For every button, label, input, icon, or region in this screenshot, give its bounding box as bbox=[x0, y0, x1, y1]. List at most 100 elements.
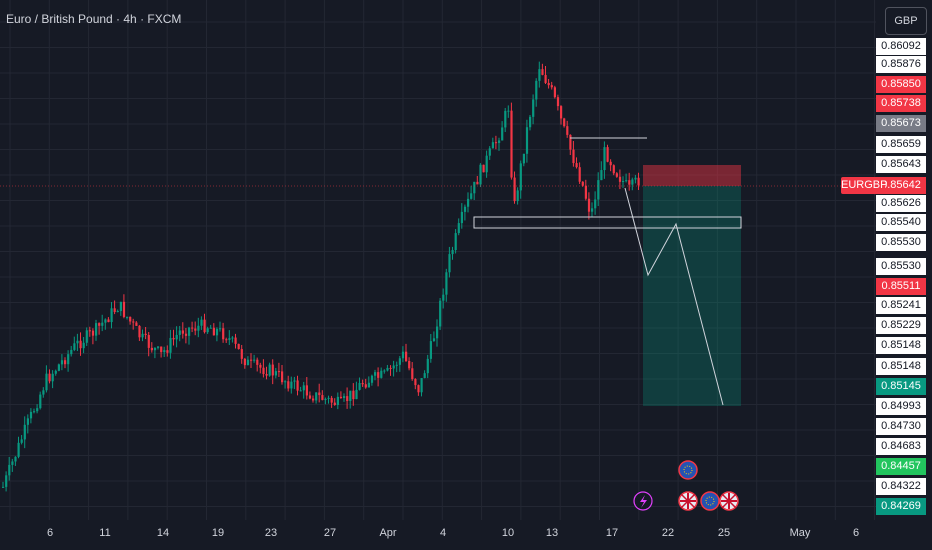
projection-path[interactable] bbox=[624, 187, 724, 406]
candle-body bbox=[454, 233, 457, 251]
candle-body bbox=[82, 342, 85, 349]
candle-body bbox=[299, 390, 302, 392]
candle-body bbox=[420, 378, 423, 393]
support-zone-box[interactable] bbox=[473, 216, 742, 229]
candle-body bbox=[250, 359, 253, 361]
candle-body bbox=[451, 250, 454, 255]
candle-body bbox=[349, 390, 352, 402]
price-label: 0.85738 bbox=[876, 95, 926, 112]
candle-body bbox=[566, 126, 569, 135]
candle-body bbox=[132, 321, 135, 323]
candle-body bbox=[104, 319, 107, 323]
candle-body bbox=[358, 382, 361, 390]
candle-body bbox=[101, 322, 104, 326]
candle-body bbox=[119, 301, 122, 312]
candle-body bbox=[609, 161, 612, 166]
candle-body bbox=[234, 337, 237, 344]
candle-body bbox=[175, 334, 178, 340]
candle-body bbox=[343, 396, 346, 399]
candle-body bbox=[178, 330, 181, 335]
candle-body bbox=[591, 208, 594, 212]
candle-body bbox=[160, 346, 163, 353]
candle-body bbox=[138, 325, 141, 338]
candle-body bbox=[147, 335, 150, 348]
candle-body bbox=[330, 397, 333, 403]
candle-body bbox=[60, 360, 64, 365]
candle-body bbox=[219, 328, 222, 330]
price-label: 0.85642 bbox=[876, 177, 926, 194]
candle-body bbox=[383, 370, 386, 372]
candle-body bbox=[8, 464, 11, 476]
candle-body bbox=[166, 350, 169, 353]
candle-body bbox=[324, 398, 327, 400]
candle-body bbox=[67, 354, 70, 365]
candle-body bbox=[386, 367, 389, 371]
time-axis-label: 13 bbox=[545, 527, 559, 539]
candle-body bbox=[479, 164, 482, 185]
candle-body bbox=[519, 163, 522, 191]
candle-body bbox=[436, 326, 439, 339]
candle-body bbox=[64, 360, 67, 365]
time-axis-label: May bbox=[789, 527, 811, 539]
candle-body bbox=[88, 330, 91, 332]
price-label: 0.86092 bbox=[876, 38, 926, 55]
candle-body bbox=[482, 164, 485, 173]
chart-grid bbox=[0, 0, 876, 520]
candle-body bbox=[287, 381, 290, 389]
candle-body bbox=[476, 181, 479, 185]
candle-body bbox=[631, 179, 634, 185]
candle-body bbox=[501, 127, 504, 141]
candle-body bbox=[169, 337, 172, 353]
candle-body bbox=[141, 333, 144, 338]
candle-body bbox=[408, 361, 411, 369]
candle-body bbox=[129, 316, 132, 322]
candle-body bbox=[246, 359, 250, 366]
price-label: 0.84730 bbox=[876, 418, 926, 435]
eu-flag-icon[interactable] bbox=[700, 491, 720, 511]
candle-body bbox=[215, 328, 219, 336]
candle-body bbox=[122, 301, 126, 317]
candle-body bbox=[23, 424, 26, 440]
candle-body bbox=[339, 396, 343, 399]
candle-body bbox=[488, 148, 491, 156]
candle-body bbox=[20, 439, 23, 443]
candle-body bbox=[91, 330, 95, 336]
candle-body bbox=[550, 85, 553, 88]
price-label: 0.85659 bbox=[876, 136, 926, 153]
candle-body bbox=[271, 364, 274, 376]
candle-body bbox=[327, 397, 330, 399]
candle-body bbox=[48, 373, 51, 382]
candle-body bbox=[532, 99, 535, 117]
price-label: 0.85673 bbox=[876, 115, 926, 132]
price-label: 0.84269 bbox=[876, 498, 926, 515]
candle-body bbox=[429, 341, 432, 359]
candle-body bbox=[209, 327, 212, 329]
eu-flag-icon[interactable] bbox=[678, 460, 698, 480]
candle-body bbox=[637, 177, 640, 186]
candle-body bbox=[203, 319, 206, 333]
candle-body bbox=[197, 325, 200, 331]
candle-body bbox=[79, 340, 82, 349]
candle-body bbox=[113, 308, 116, 313]
price-label: 0.85850 bbox=[876, 76, 926, 93]
price-label: 0.85626 bbox=[876, 195, 926, 212]
candle-body bbox=[29, 411, 33, 419]
candle-body bbox=[398, 358, 401, 365]
stop-loss-zone[interactable] bbox=[643, 165, 741, 186]
candle-body bbox=[377, 372, 380, 378]
candle-body bbox=[578, 167, 581, 182]
candle-body bbox=[153, 347, 157, 351]
candle-body bbox=[318, 392, 321, 396]
take-profit-zone[interactable] bbox=[643, 186, 741, 406]
event-icons bbox=[633, 460, 739, 511]
candle-body bbox=[206, 328, 209, 333]
currency-button[interactable]: GBP bbox=[885, 7, 927, 35]
candle-body bbox=[463, 206, 467, 212]
time-axis-label: 17 bbox=[605, 527, 619, 539]
candle-body bbox=[600, 170, 603, 181]
candle-body bbox=[225, 339, 228, 341]
symbol-price-tag: EURGBP bbox=[841, 177, 887, 194]
candle-body bbox=[553, 87, 556, 98]
candle-body bbox=[163, 350, 166, 353]
